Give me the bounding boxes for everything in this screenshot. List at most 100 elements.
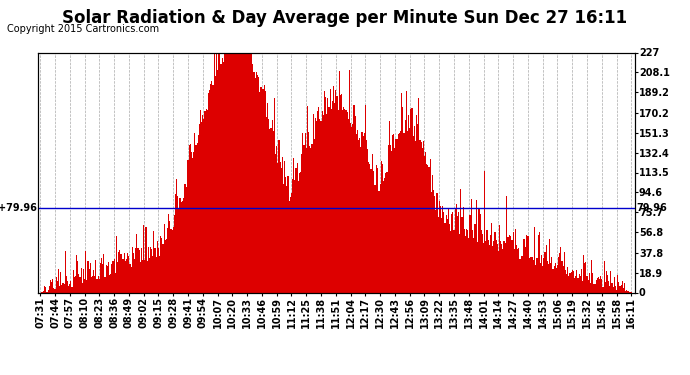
Bar [308,132,309,292]
Bar [424,156,425,292]
Bar [535,264,536,292]
Bar [133,253,134,292]
Bar [250,53,251,292]
Bar [481,230,482,292]
Bar [134,259,135,292]
Bar [418,98,420,292]
Bar [279,162,281,292]
Bar [406,91,407,292]
Bar [476,200,477,292]
Bar [168,213,169,292]
Bar [364,133,365,292]
Bar [517,249,518,292]
Bar [98,276,99,292]
Bar [565,270,566,292]
Bar [74,278,75,292]
Bar [383,181,384,292]
Bar [251,54,253,292]
Bar [358,140,359,292]
Bar [117,262,118,292]
Bar [467,230,469,292]
Bar [68,286,69,292]
Bar [483,243,484,292]
Bar [243,53,244,292]
Bar [450,231,451,292]
Bar [277,163,278,292]
Bar [459,234,460,292]
Bar [409,128,411,292]
Bar [435,210,436,292]
Bar [446,219,448,292]
Bar [63,284,65,292]
Bar [542,266,543,292]
Bar [269,129,270,292]
Bar [273,131,274,292]
Bar [491,223,492,292]
Bar [225,53,226,292]
Bar [192,158,193,292]
Bar [293,158,295,292]
Bar [557,265,558,292]
Bar [57,281,58,292]
Bar [367,148,368,292]
Bar [443,212,444,292]
Bar [244,53,246,292]
Bar [478,209,480,292]
Bar [477,242,478,292]
Bar [372,154,373,292]
Bar [88,268,90,292]
Bar [120,254,121,292]
Bar [464,229,465,292]
Bar [507,237,508,292]
Bar [55,288,56,292]
Bar [191,152,192,292]
Bar [466,228,467,292]
Bar [199,124,200,292]
Bar [325,96,326,292]
Bar [449,224,450,292]
Bar [349,70,350,292]
Bar [511,240,513,292]
Bar [300,172,301,292]
Bar [158,248,159,292]
Bar [575,276,576,292]
Bar [395,139,397,292]
Bar [268,119,269,292]
Bar [599,279,600,292]
Bar [295,168,297,292]
Bar [81,283,83,292]
Bar [44,286,46,292]
Bar [237,53,239,292]
Bar [259,92,260,292]
Bar [378,191,380,292]
Bar [355,116,356,292]
Bar [558,258,559,292]
Bar [156,257,157,292]
Bar [264,84,265,292]
Bar [48,290,49,292]
Bar [337,110,339,292]
Bar [541,255,542,292]
Bar [346,112,348,292]
Bar [583,255,584,292]
Bar [162,244,164,292]
Bar [533,260,534,292]
Bar [297,181,299,292]
Bar [489,245,490,292]
Bar [170,230,172,292]
Bar [291,193,292,292]
Bar [593,285,595,292]
Bar [351,126,353,292]
Bar [525,247,526,292]
Bar [183,198,184,292]
Bar [283,184,284,292]
Bar [246,53,248,292]
Bar [616,290,617,292]
Bar [550,263,551,292]
Bar [302,134,304,292]
Bar [515,229,516,292]
Bar [331,109,332,292]
Bar [161,238,162,292]
Bar [148,247,149,292]
Bar [123,259,124,292]
